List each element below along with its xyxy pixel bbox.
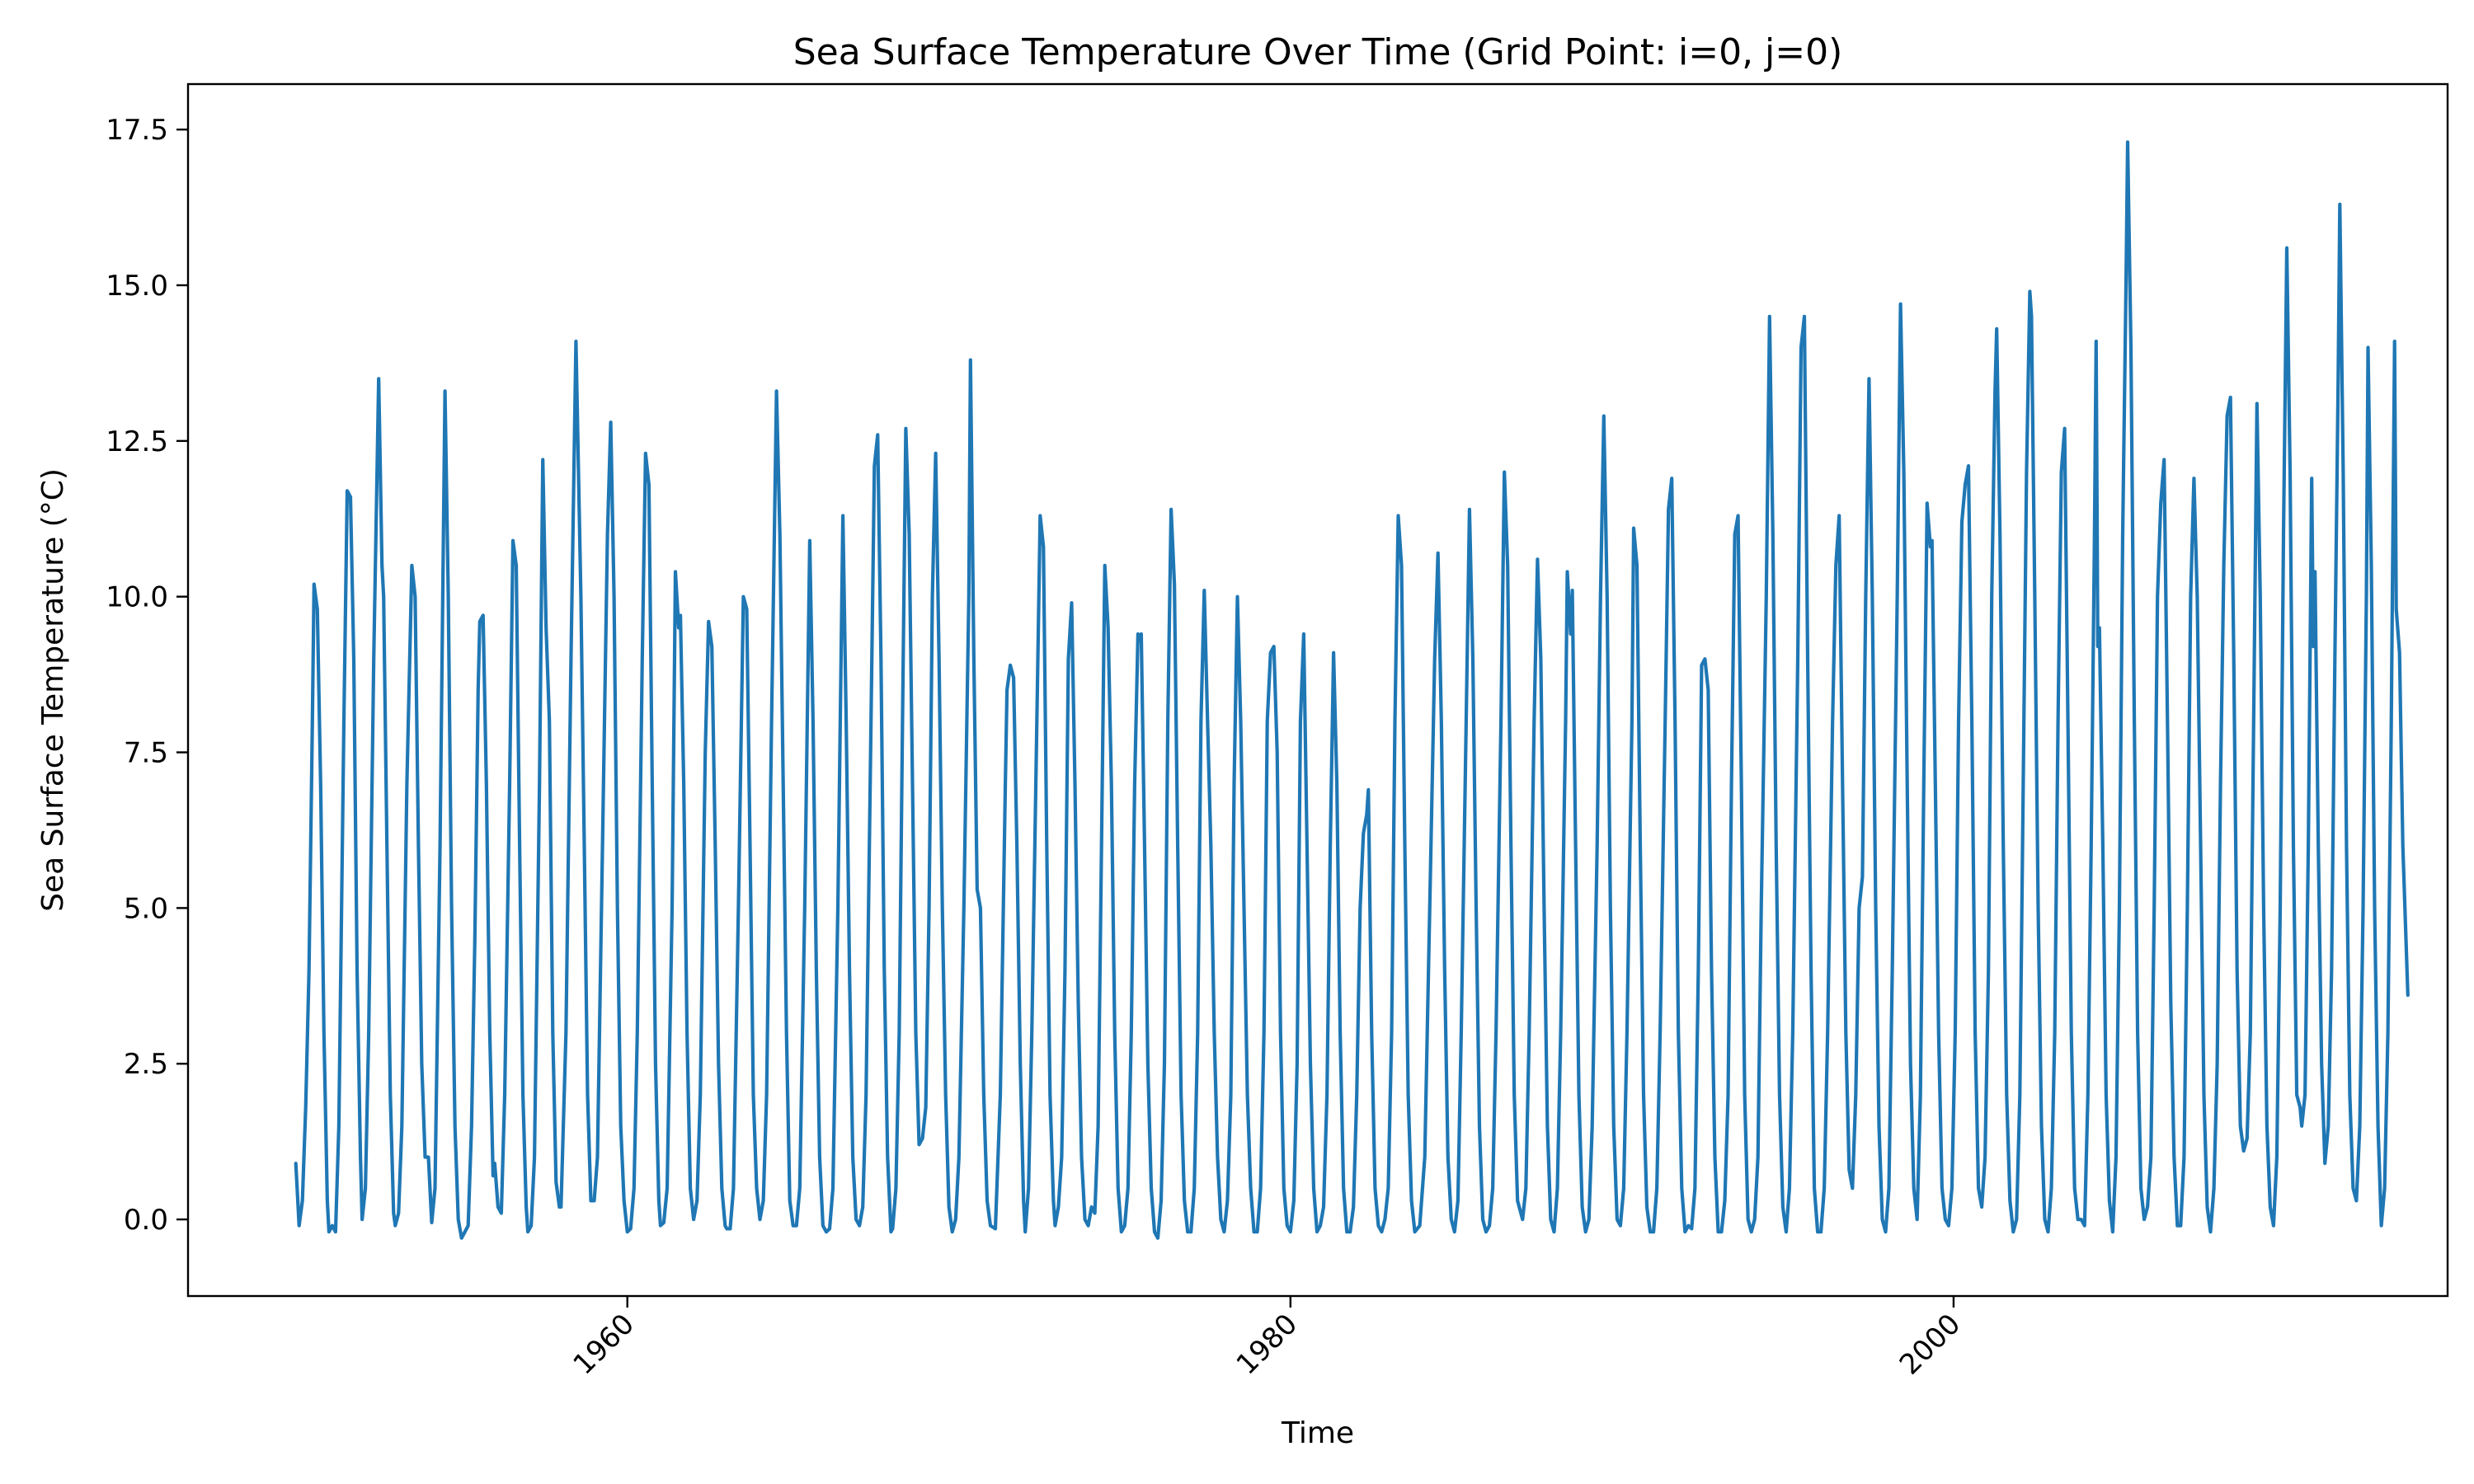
y-tick-label: 12.5 (106, 425, 168, 458)
y-axis: 0.0 2.5 5.0 7.5 10.0 12.5 15.0 17.5 (106, 114, 188, 1237)
y-tick-label: 2.5 (124, 1048, 168, 1081)
x-axis-label: Time (1281, 1416, 1354, 1450)
y-tick-label: 15.0 (106, 270, 168, 303)
y-tick-label: 10.0 (106, 581, 168, 614)
y-axis-label: Sea Surface Temperature (°C) (36, 468, 70, 912)
sst-series-line (294, 140, 2410, 1240)
y-tick-label: 0.0 (124, 1204, 168, 1237)
x-tick-label: 2000 (1893, 1308, 1967, 1381)
y-tick-label: 7.5 (124, 737, 168, 770)
x-tick-label: 1980 (1230, 1308, 1304, 1381)
y-tick-label: 5.0 (124, 892, 168, 925)
plot-frame (186, 82, 2449, 1298)
x-tick-label: 1960 (567, 1308, 641, 1381)
chart-title: Sea Surface Temperature Over Time (Grid … (793, 31, 1843, 73)
x-axis: 1960 1980 2000 (567, 1296, 1967, 1382)
y-tick-label: 17.5 (106, 114, 168, 147)
